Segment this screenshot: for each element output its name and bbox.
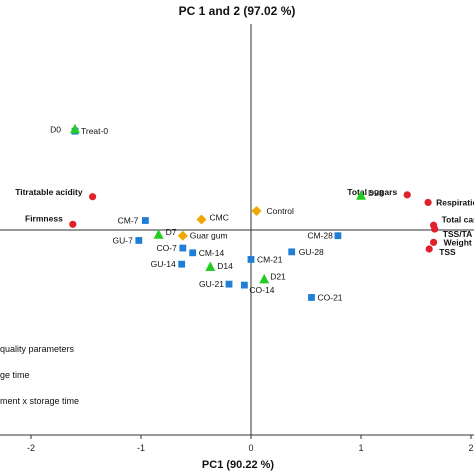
data-point-square [308, 294, 315, 301]
legend-entry-label: ge time [0, 370, 30, 380]
x-tick-label: 2 [468, 443, 473, 453]
data-point-label: CO-21 [318, 292, 343, 302]
data-point-square [334, 232, 342, 240]
x-tick-label: -1 [137, 443, 145, 453]
data-point-label: TSS/TA ratio [443, 229, 474, 239]
data-point-circle [430, 238, 438, 246]
data-point-label: Titratable acidity [15, 187, 83, 197]
chart-title: PC 1 and 2 (97.02 %) [179, 4, 296, 18]
data-point-square [135, 237, 143, 244]
data-point-triangle [205, 261, 216, 272]
data-point-square [189, 249, 197, 257]
legend: quality parameters ge time ment x storage … [0, 344, 79, 406]
data-point-label: Respiration rate [436, 197, 474, 207]
data-point-square [241, 281, 248, 289]
data-point-circle [424, 198, 432, 207]
data-point-square [288, 248, 296, 256]
x-axis-title: PC1 (90.22 %) [202, 459, 274, 471]
data-point-label: CM-14 [199, 248, 225, 258]
data-point-square [225, 280, 233, 288]
data-point-label: Treat-0 [81, 126, 108, 136]
data-point-label: D0 [50, 124, 61, 134]
data-point-label: D7 [166, 227, 177, 237]
data-point-square [142, 217, 149, 224]
data-point-circle [431, 225, 439, 233]
x-tick-label: -2 [27, 443, 35, 453]
data-point-label: Control [267, 206, 295, 216]
data-point-label: GU-7 [112, 235, 133, 245]
legend-entry-label: ment x storage time [0, 396, 79, 406]
x-tick-label: 0 [248, 443, 253, 453]
data-point-label: D14 [217, 261, 233, 271]
data-point-circle [69, 220, 77, 228]
data-point-triangle [153, 229, 164, 239]
data-point-label: GU-28 [299, 247, 324, 257]
data-point-square [179, 244, 187, 252]
data-point-diamond [251, 206, 262, 216]
data-point-label: D28 [368, 188, 384, 198]
data-point-label: GU-14 [151, 259, 176, 269]
data-point-label: Total carotenoids [442, 214, 474, 224]
data-point-label: GU-21 [199, 279, 224, 289]
data-point-label: CM-21 [257, 254, 283, 264]
data-point-label: CO-7 [156, 243, 177, 253]
data-point-label: Total sugars [347, 187, 397, 197]
data-marks: Titratable acidity Firmness Total sugars Re… [15, 123, 474, 302]
data-point-label: Firmness [25, 213, 63, 223]
data-point-circle [403, 191, 411, 199]
data-point-label: CM-28 [307, 231, 333, 241]
data-point-square [178, 260, 186, 268]
data-point-label: Weight loss [444, 237, 474, 247]
data-point-label: TSS [439, 247, 456, 257]
legend-entry-label: quality parameters [0, 344, 75, 354]
data-point-diamond [196, 214, 207, 225]
x-tick-label: 1 [358, 443, 363, 453]
data-point-diamond [177, 230, 188, 241]
data-point-label: D21 [270, 271, 286, 281]
data-point-circle [425, 245, 433, 253]
data-point-label: CM-7 [118, 216, 139, 226]
data-point-label: Guar gum [190, 231, 228, 241]
data-point-circle [89, 193, 97, 201]
data-point-triangle [259, 273, 270, 284]
data-point-square [247, 256, 255, 263]
data-point-label: CO-14 [249, 285, 274, 295]
axes: -2 -1 0 1 2 [0, 24, 474, 453]
data-point-triangle [70, 123, 80, 134]
data-point-triangle [356, 190, 366, 200]
data-point-label: CMC [210, 213, 229, 223]
